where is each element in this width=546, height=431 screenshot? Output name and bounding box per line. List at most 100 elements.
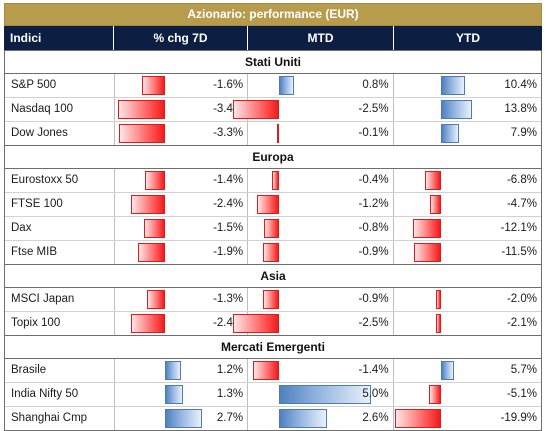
table-row: MSCI Japan -1.3% -0.9% -2.0% [5, 288, 541, 312]
value-d7: -1.6% [213, 79, 244, 91]
cell-d7: -2.4% [115, 312, 249, 335]
index-name: S&P 500 [5, 74, 115, 97]
value-ytd: -2.0% [506, 293, 537, 305]
cell-ytd: -19.9% [394, 407, 541, 430]
cell-mtd: -0.1% [248, 122, 394, 145]
index-name: Dax [5, 217, 115, 240]
bar-d7 [164, 385, 183, 404]
bar-d7 [142, 76, 165, 95]
value-d7: -1.5% [213, 222, 244, 234]
table-row: Ftse MIB -1.9% -0.9% -11.5% [5, 241, 541, 264]
table-row: Dow Jones -3.3% -0.1% 7.9% [5, 122, 541, 145]
value-d7: 2.7% [216, 412, 244, 424]
value-ytd: -2.1% [506, 317, 537, 329]
index-name: Shanghai Cmp [5, 407, 115, 430]
cell-ytd: -12.1% [394, 217, 541, 240]
index-name: India Nifty 50 [5, 383, 115, 406]
cell-ytd: 13.8% [394, 98, 541, 121]
index-name: Brasile [5, 359, 115, 382]
header-indici: Indici [4, 26, 114, 50]
index-name: Dow Jones [5, 122, 115, 145]
table-row: Dax -1.5% -0.8% -12.1% [5, 217, 541, 241]
header-ytd: YTD [456, 31, 480, 45]
value-mtd: 5.0% [362, 388, 389, 400]
bar-ytd [394, 409, 441, 428]
index-name: MSCI Japan [5, 288, 115, 311]
value-d7: 1.2% [216, 364, 244, 376]
index-name: Nasdaq 100 [5, 98, 115, 121]
value-mtd: -0.8% [358, 222, 389, 234]
bar-ytd [440, 124, 459, 143]
cell-d7: -1.3% [115, 288, 249, 311]
bar-ytd [435, 290, 441, 309]
bar-mtd [279, 76, 294, 95]
cell-ytd: 7.9% [394, 122, 541, 145]
table-row: FTSE 100 -2.4% -1.2% -4.7% [5, 193, 541, 217]
table-row: Eurostoxx 50 -1.4% -0.4% -6.8% [5, 169, 541, 193]
cell-d7: -1.9% [115, 241, 249, 264]
bar-mtd [233, 100, 280, 119]
cell-mtd: -0.9% [248, 241, 394, 264]
bar-ytd [440, 361, 454, 380]
bar-mtd [279, 409, 327, 428]
cell-mtd: -0.8% [248, 217, 394, 240]
cell-d7: -1.5% [115, 217, 249, 240]
index-name: Ftse MIB [5, 241, 115, 264]
value-d7: -1.3% [213, 293, 244, 305]
value-ytd: -19.9% [500, 412, 537, 424]
section-title: Europa [5, 146, 541, 169]
table-row: Nasdaq 100 -3.4% -2.5% 13.8% [5, 98, 541, 122]
bar-mtd [262, 290, 280, 309]
cell-ytd: -6.8% [394, 169, 541, 192]
value-ytd: -11.5% [501, 246, 537, 258]
bar-mtd [257, 195, 280, 214]
section-title: Asia [5, 265, 541, 288]
cell-ytd: -2.0% [394, 288, 541, 311]
cell-mtd: 0.8% [248, 74, 394, 97]
bar-ytd [440, 76, 465, 95]
bar-d7 [131, 195, 165, 214]
bar-d7 [146, 290, 165, 309]
cell-d7: -3.3% [115, 122, 249, 145]
index-name: FTSE 100 [5, 193, 115, 216]
value-ytd: -5.1% [506, 388, 537, 400]
table-row: S&P 500 -1.6% 0.8% 10.4% [5, 74, 541, 98]
cell-d7: -1.6% [115, 74, 249, 97]
bar-ytd [429, 195, 441, 214]
cell-ytd: 10.4% [394, 74, 541, 97]
value-ytd: -4.7% [506, 198, 537, 210]
bar-mtd [233, 314, 280, 333]
cell-d7: -1.4% [115, 169, 249, 192]
value-mtd: -1.2% [358, 198, 389, 210]
section-title: Mercati Emergenti [5, 336, 541, 359]
value-mtd: -0.9% [358, 293, 389, 305]
header-7d: % chg 7D [114, 26, 248, 50]
bar-d7 [145, 171, 165, 190]
value-mtd: -0.4% [358, 174, 389, 186]
section-group: Asia MSCI Japan -1.3% -0.9% -2.0% Topix 100 -2… [5, 264, 541, 335]
bar-ytd [435, 314, 441, 333]
bar-d7 [164, 361, 182, 380]
value-mtd: -1.4% [358, 364, 389, 376]
cell-mtd: -2.5% [233, 98, 394, 121]
section-group: Mercati Emergenti Brasile 1.2% -1.4% 5.7% Ind… [5, 335, 541, 430]
bar-mtd [279, 385, 372, 404]
section-title: Stati Uniti [5, 51, 541, 74]
bar-d7 [143, 219, 165, 238]
value-d7: -2.4% [213, 198, 244, 210]
cell-mtd: 5.0% [248, 383, 394, 406]
value-ytd: -12.1% [500, 222, 537, 234]
value-ytd: 5.7% [510, 364, 537, 376]
bar-d7 [117, 100, 165, 119]
table-row: India Nifty 50 1.3% 5.0% -5.1% [5, 383, 541, 407]
value-d7: -1.4% [213, 174, 244, 186]
cell-mtd: -1.4% [248, 359, 394, 382]
section-group: Europa Eurostoxx 50 -1.4% -0.4% -6.8% FTSE 10… [5, 145, 541, 264]
bar-mtd [262, 243, 280, 262]
bar-ytd [428, 385, 441, 404]
value-ytd: 10.4% [504, 79, 537, 91]
cell-mtd: -0.9% [248, 288, 394, 311]
cell-ytd: -4.7% [394, 193, 541, 216]
value-d7: 1.3% [216, 388, 244, 400]
table-row: Topix 100 -2.4% -2.5% -2.1% [5, 312, 541, 335]
